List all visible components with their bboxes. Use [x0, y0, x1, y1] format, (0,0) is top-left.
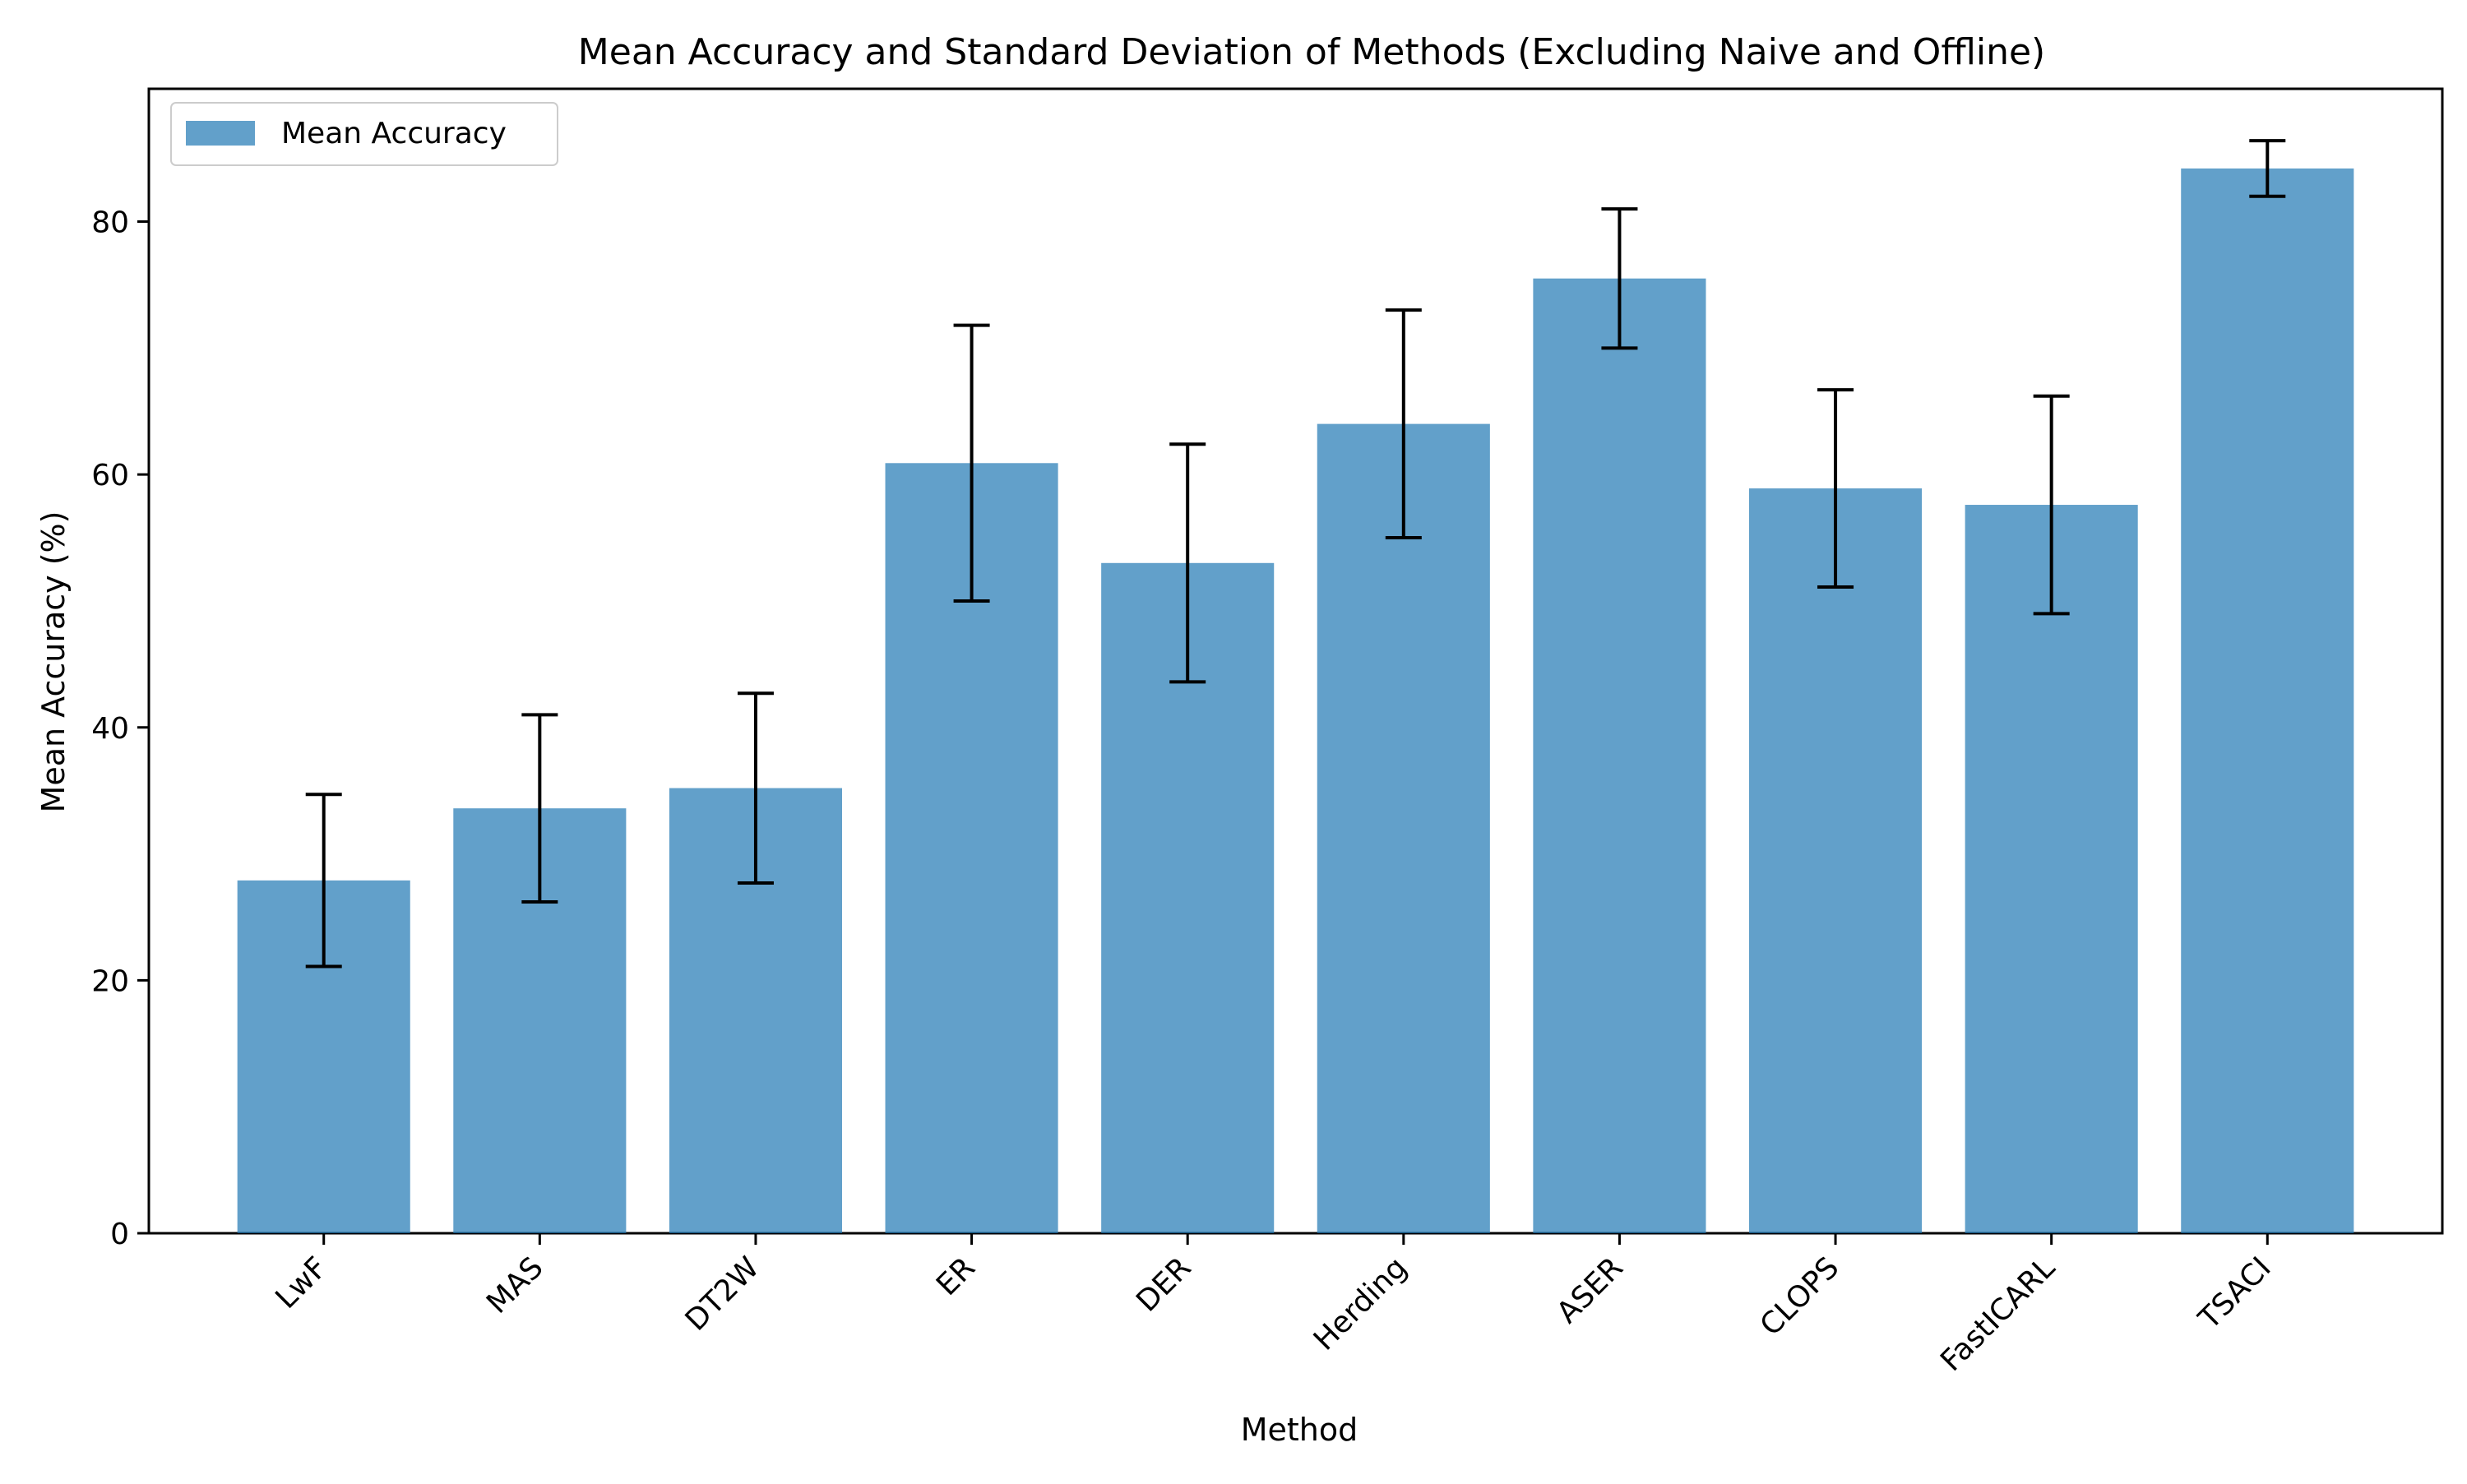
x-axis-label: Method: [1241, 1412, 1358, 1448]
y-axis: 0 20 40 60 80: [91, 206, 149, 1251]
y-tick-label: 80: [91, 206, 129, 240]
y-tick-label: 20: [91, 964, 129, 998]
legend-label: Mean Accuracy: [281, 117, 507, 150]
y-tick-label: 60: [91, 459, 129, 492]
error-bars-layer: [305, 139, 2286, 969]
bar: [1965, 505, 2138, 1233]
legend-swatch: [186, 121, 255, 146]
y-tick-label: 0: [110, 1218, 129, 1251]
y-tick-label: 40: [91, 712, 129, 746]
chart-title: Mean Accuracy and Standard Deviation of …: [578, 31, 2045, 73]
bar: [1748, 488, 1923, 1233]
bar: [2181, 168, 2354, 1234]
bar: [1533, 278, 1706, 1233]
y-axis-label: Mean Accuracy (%): [35, 511, 72, 813]
plot-frame: [147, 87, 2444, 1235]
plot-area: [147, 87, 2444, 1235]
bar: [1317, 423, 1490, 1233]
legend-box: [170, 102, 558, 166]
legend: Mean Accuracy: [170, 102, 558, 166]
